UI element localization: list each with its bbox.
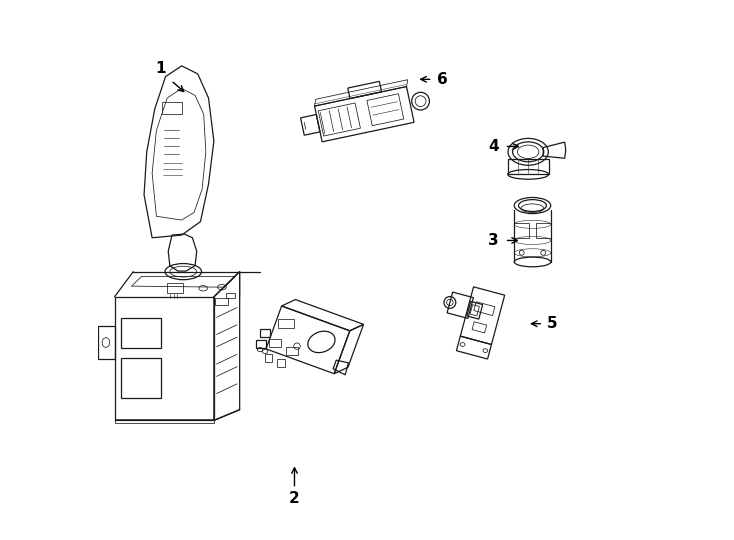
Text: 4: 4 bbox=[488, 139, 498, 154]
Bar bbox=[215, 299, 228, 305]
Bar bbox=[536, 222, 550, 238]
Bar bbox=[269, 339, 281, 347]
Text: 2: 2 bbox=[289, 491, 300, 506]
Bar bbox=[278, 319, 294, 328]
Bar bbox=[121, 319, 161, 348]
Bar bbox=[255, 340, 266, 348]
Text: 6: 6 bbox=[437, 72, 448, 87]
Text: 1: 1 bbox=[155, 61, 165, 76]
Bar bbox=[277, 359, 285, 367]
Bar bbox=[226, 293, 236, 299]
Bar bbox=[264, 354, 272, 362]
Bar bbox=[115, 419, 214, 423]
Bar bbox=[161, 103, 182, 114]
Bar bbox=[286, 347, 298, 355]
Text: 5: 5 bbox=[547, 316, 558, 331]
Bar bbox=[260, 329, 270, 338]
Bar bbox=[121, 357, 161, 398]
Bar bbox=[515, 222, 529, 238]
Bar bbox=[167, 283, 184, 293]
Text: 3: 3 bbox=[488, 233, 498, 248]
